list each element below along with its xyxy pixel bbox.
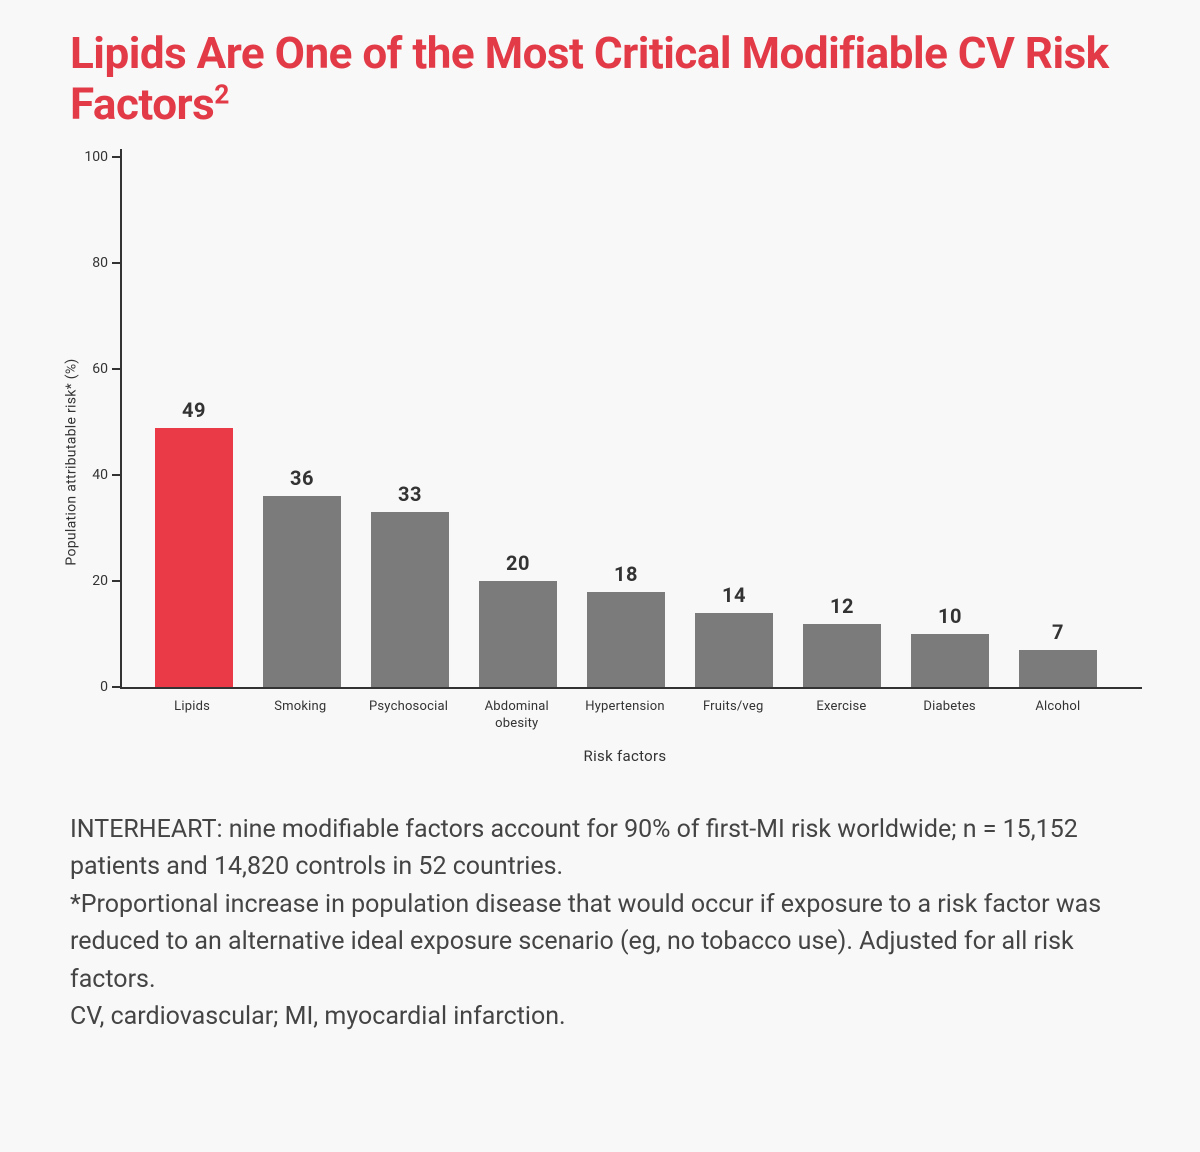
y-tick-label: 20 <box>92 573 108 589</box>
bar-value-label: 10 <box>938 604 962 628</box>
page-title: Lipids Are One of the Most Critical Modi… <box>70 28 1130 129</box>
y-tick-label: 80 <box>92 255 108 271</box>
bar-value-label: 18 <box>614 562 638 586</box>
y-tick <box>112 686 122 688</box>
bar-value-label: 14 <box>722 583 746 607</box>
bar <box>371 512 449 687</box>
bar-column: 10 <box>896 604 1004 687</box>
y-tick-label: 100 <box>84 149 108 165</box>
x-axis-label: Risk factors <box>120 747 1130 765</box>
y-tick <box>112 368 122 370</box>
category-label: Psychosocial <box>354 689 462 733</box>
bar-column: 36 <box>248 466 356 687</box>
y-tick <box>112 580 122 582</box>
category-label: Abdominalobesity <box>463 689 571 733</box>
bar-column: 33 <box>356 482 464 687</box>
bar-column: 7 <box>1004 620 1112 687</box>
bar <box>155 428 233 688</box>
y-tick-label: 60 <box>92 361 108 377</box>
bar-value-label: 7 <box>1052 620 1064 644</box>
y-tick-label: 0 <box>100 679 108 695</box>
bars-container: 49 36 33 20 18 14 12 10 7 <box>122 159 1130 687</box>
caption-line-3: CV, cardiovascular; MI, myocardial infar… <box>70 998 1130 1036</box>
bar-column: 14 <box>680 583 788 687</box>
bar <box>587 592 665 687</box>
bar-chart: Population attributable risk* (%) 493633… <box>80 159 1130 765</box>
bar <box>479 581 557 687</box>
plot-area: 49363320181412107 020406080100 <box>120 159 1130 689</box>
bar <box>803 624 881 688</box>
bar-value-label: 36 <box>290 466 314 490</box>
axis-extension-right <box>1130 687 1142 689</box>
category-label: Hypertension <box>571 689 679 733</box>
category-label: Diabetes <box>896 689 1004 733</box>
y-axis-label: Population attributable risk* (%) <box>64 359 80 566</box>
bar-value-label: 49 <box>182 398 206 422</box>
bar <box>911 634 989 687</box>
category-label: Exercise <box>787 689 895 733</box>
y-tick <box>112 262 122 264</box>
y-tick <box>112 474 122 476</box>
bar-column: 20 <box>464 551 572 687</box>
caption: INTERHEART: nine modifiable factors acco… <box>70 811 1130 1036</box>
bar-column: 49 <box>140 398 248 688</box>
category-label: Smoking <box>246 689 354 733</box>
category-label: Alcohol <box>1004 689 1112 733</box>
bar-value-label: 12 <box>830 594 854 618</box>
bar-value-label: 33 <box>398 482 422 506</box>
caption-line-2: *Proportional increase in population dis… <box>70 886 1130 999</box>
bar <box>1019 650 1097 687</box>
title-superscript: 2 <box>214 80 229 110</box>
category-label: Lipids <box>138 689 246 733</box>
bar <box>695 613 773 687</box>
y-tick-label: 40 <box>92 467 108 483</box>
y-axis-label-wrap: Population attributable risk* (%) <box>60 159 84 765</box>
page: Lipids Are One of the Most Critical Modi… <box>0 0 1200 1076</box>
y-tick <box>112 156 122 158</box>
title-text: Lipids Are One of the Most Critical Modi… <box>70 27 1109 130</box>
caption-line-1: INTERHEART: nine modifiable factors acco… <box>70 811 1130 886</box>
bar-value-label: 20 <box>506 551 530 575</box>
category-row: LipidsSmokingPsychosocialAbdominalobesit… <box>120 689 1130 733</box>
category-label: Fruits/veg <box>679 689 787 733</box>
bar <box>263 496 341 687</box>
bar-column: 12 <box>788 594 896 688</box>
bar-column: 18 <box>572 562 680 687</box>
